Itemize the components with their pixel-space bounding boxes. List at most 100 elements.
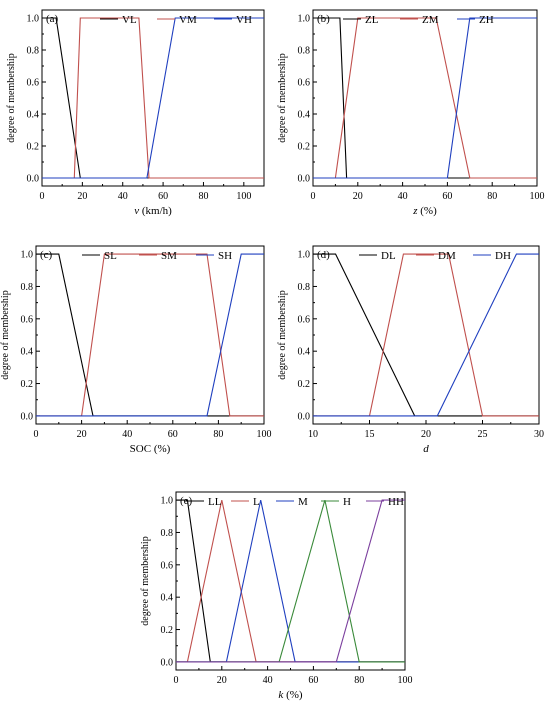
x-tick-label: 30 [534,429,544,440]
chart-panel-d: 10 15 20 25 30 0.0 0.2 0.4 0.6 0.8 1.0 degree of me… [277,245,544,455]
y-axis-label: degree of membership [277,53,288,142]
legend-label-DM: DM [438,250,456,262]
y-tick-label: 0.8 [298,46,311,57]
x-tick-label: 60 [442,191,452,202]
panel-label: (d) [317,249,330,261]
legend-label-VH: VH [236,14,252,26]
x-axis-label: z (%) [412,205,437,217]
y-axis-label: degree of membership [140,536,151,625]
series-line-HH [176,499,405,663]
x-tick-label: 25 [478,429,488,440]
x-tick-label: 20 [421,429,431,440]
y-tick-label: 1.0 [298,250,311,261]
chart-panel-e: 0 20 40 60 80 100 0.0 0.2 0.4 0.6 0.8 1.0 degree of … [140,491,413,701]
y-tick-label: 0.0 [298,411,311,422]
series-line-SH [36,253,264,417]
legend-label-M: M [298,496,308,508]
y-tick-label: 0.2 [161,625,174,636]
y-tick-label: 0.4 [21,347,34,358]
x-tick-label: 60 [308,675,318,686]
x-axis-label-unit: (%) [418,205,438,217]
x-axis-label-symbol: v [134,205,139,217]
x-tick-label: 0 [311,191,316,202]
legend-label-VM: VM [179,14,197,26]
chart-panel-b: 0 20 40 60 80 100 0.0 0.2 0.4 0.6 0.8 1.0 degree of … [277,9,545,217]
legend-label-SH: SH [218,250,232,262]
legend-label-L: L [253,496,260,508]
y-tick-label: 0.8 [298,282,311,293]
y-tick-label: 0.6 [298,314,311,325]
x-tick-label: 100 [257,429,272,440]
y-axis-label: degree of membership [0,290,11,379]
series-line-M [176,499,405,663]
x-tick-label: 40 [398,191,408,202]
x-tick-label: 80 [354,675,364,686]
x-tick-label: 60 [158,191,168,202]
chart-panel-a: 0 20 40 60 80 100 0.0 0.2 0.4 0.6 0.8 1.0 degree of … [6,9,265,217]
x-axis-label-unit: SOC (%) [130,443,171,455]
y-tick-label: 0.2 [298,142,311,153]
series-line-DH [313,253,539,417]
x-axis-label: d [423,443,429,455]
y-tick-label: 0.0 [27,174,40,185]
y-tick-label: 0.8 [161,528,174,539]
series-line-SM [36,253,264,417]
x-tick-label: 40 [263,675,273,686]
series-line-ZM [313,17,537,179]
x-tick-label: 40 [122,429,132,440]
y-tick-label: 0.6 [27,78,40,89]
series-line-ZH [313,17,537,179]
legend-label-SL: SL [104,250,117,262]
panel-label: (b) [317,13,330,25]
legend-label-SM: SM [161,250,177,262]
x-tick-label: 40 [118,191,128,202]
x-axis-label-unit: (%) [283,689,303,701]
x-axis-label-symbol: z [412,205,418,217]
x-tick-label: 20 [77,429,87,440]
series-line-VM [42,17,264,179]
x-axis-label: v (km/h) [134,205,172,217]
x-axis-label: k (%) [278,689,302,701]
y-tick-label: 0.8 [27,46,40,57]
x-tick-label: 20 [353,191,363,202]
y-axis-label: degree of membership [6,53,17,142]
series-line-VH [42,17,264,179]
x-tick-label: 80 [487,191,497,202]
y-tick-label: 0.0 [21,411,34,422]
x-tick-label: 100 [398,675,413,686]
y-tick-label: 1.0 [21,250,34,261]
plot-frame [175,491,406,671]
y-tick-label: 0.2 [21,379,34,390]
y-tick-label: 0.8 [21,282,34,293]
y-tick-label: 0.2 [298,379,311,390]
x-axis-label-symbol: k [278,689,284,701]
x-axis-label-symbol: d [423,443,429,455]
legend-label-ZH: ZH [479,14,494,26]
y-tick-label: 0.4 [161,593,174,604]
legend-label-HH: HH [388,496,404,508]
x-tick-label: 100 [236,191,251,202]
x-axis-label-unit: (km/h) [139,205,172,217]
chart-panel-c: 0 20 40 60 80 100 0.0 0.2 0.4 0.6 0.8 1.0 degree of … [0,245,272,455]
x-tick-label: 20 [217,675,227,686]
x-tick-label: 80 [198,191,208,202]
x-tick-label: 15 [365,429,375,440]
legend-label-DH: DH [495,250,511,262]
x-tick-label: 10 [308,429,318,440]
series-line-DL [313,253,539,417]
x-tick-label: 0 [40,191,45,202]
y-tick-label: 0.2 [27,142,40,153]
y-tick-label: 1.0 [298,14,311,25]
x-tick-label: 0 [34,429,39,440]
x-tick-label: 100 [530,191,545,202]
y-tick-label: 1.0 [27,14,40,25]
legend-label-VL: VL [122,14,137,26]
x-tick-label: 80 [213,429,223,440]
y-tick-label: 0.0 [161,657,174,668]
legend-label-H: H [343,496,351,508]
y-tick-label: 0.6 [21,314,34,325]
y-tick-label: 0.6 [161,560,174,571]
y-tick-label: 0.4 [27,110,40,121]
x-tick-label: 0 [174,675,179,686]
